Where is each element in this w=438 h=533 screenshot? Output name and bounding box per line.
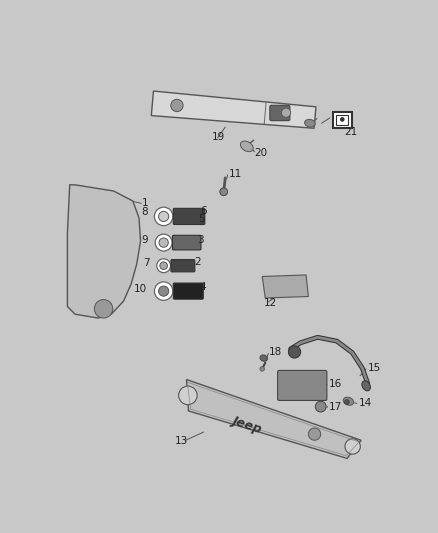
Polygon shape	[262, 275, 308, 298]
Text: 18: 18	[269, 347, 283, 357]
Circle shape	[315, 401, 326, 412]
Polygon shape	[187, 379, 361, 458]
Text: 1: 1	[142, 198, 149, 207]
Polygon shape	[67, 185, 141, 318]
Text: 4: 4	[199, 282, 206, 292]
Ellipse shape	[343, 397, 353, 405]
Circle shape	[160, 262, 167, 270]
Circle shape	[159, 238, 168, 247]
Ellipse shape	[304, 119, 315, 127]
Circle shape	[155, 282, 173, 301]
Circle shape	[282, 108, 291, 117]
FancyBboxPatch shape	[173, 235, 201, 250]
FancyBboxPatch shape	[336, 115, 349, 125]
Circle shape	[179, 386, 197, 405]
Text: 5: 5	[198, 214, 205, 224]
FancyBboxPatch shape	[278, 370, 327, 400]
Text: 7: 7	[143, 257, 150, 268]
Text: 3: 3	[198, 235, 204, 245]
Text: 12: 12	[264, 297, 277, 308]
Text: 21: 21	[345, 127, 358, 137]
Polygon shape	[151, 91, 316, 128]
Circle shape	[288, 346, 301, 358]
Ellipse shape	[362, 381, 371, 391]
Text: 19: 19	[212, 132, 225, 142]
Text: Jeep: Jeep	[230, 414, 263, 435]
Ellipse shape	[260, 355, 268, 361]
FancyBboxPatch shape	[333, 112, 352, 128]
Circle shape	[340, 117, 345, 122]
Text: 15: 15	[367, 363, 381, 373]
Text: 16: 16	[329, 378, 343, 389]
Circle shape	[171, 99, 183, 111]
Text: 20: 20	[254, 148, 268, 158]
Text: 9: 9	[141, 235, 148, 245]
Circle shape	[94, 300, 113, 318]
Circle shape	[155, 234, 172, 251]
Ellipse shape	[240, 141, 253, 152]
Text: 17: 17	[329, 401, 343, 411]
Circle shape	[308, 428, 321, 440]
FancyBboxPatch shape	[171, 260, 195, 272]
Circle shape	[220, 188, 228, 196]
FancyBboxPatch shape	[173, 208, 205, 224]
Circle shape	[157, 259, 170, 273]
Circle shape	[159, 212, 169, 222]
FancyBboxPatch shape	[173, 283, 203, 299]
Circle shape	[345, 439, 360, 454]
Text: 13: 13	[175, 436, 188, 446]
Circle shape	[345, 400, 349, 405]
FancyBboxPatch shape	[270, 106, 290, 120]
Text: 11: 11	[228, 169, 242, 179]
Circle shape	[159, 286, 169, 296]
Text: 10: 10	[134, 284, 147, 294]
Text: 14: 14	[358, 398, 372, 408]
Text: 2: 2	[194, 257, 201, 267]
Circle shape	[260, 367, 265, 371]
Circle shape	[155, 207, 173, 225]
Text: 6: 6	[201, 206, 207, 216]
Text: 8: 8	[141, 207, 148, 217]
